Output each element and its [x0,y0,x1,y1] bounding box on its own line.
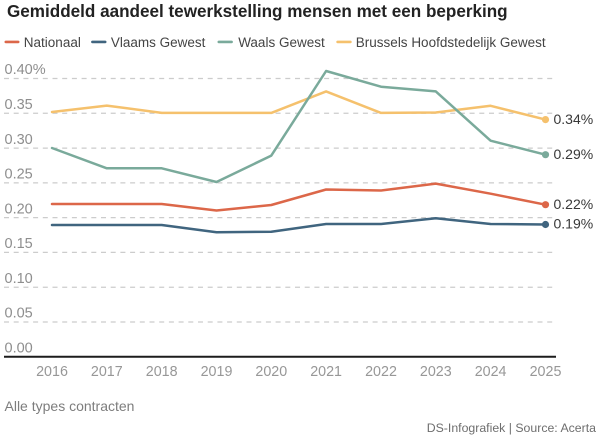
svg-text:0.19%: 0.19% [554,216,594,232]
svg-text:0.10: 0.10 [5,271,33,287]
svg-text:Brussels Hoofdstedelijk Gewest: Brussels Hoofdstedelijk Gewest [356,35,546,50]
svg-text:0.25: 0.25 [5,167,33,183]
svg-text:0.15: 0.15 [5,236,33,252]
svg-text:2017: 2017 [91,364,123,380]
svg-text:Waals Gewest: Waals Gewest [238,35,325,50]
svg-text:2021: 2021 [310,364,342,380]
svg-text:DS-Infografiek | Source: Acert: DS-Infografiek | Source: Acerta [427,421,596,435]
svg-text:2019: 2019 [201,364,233,380]
svg-text:Gemiddeld aandeel tewerkstelli: Gemiddeld aandeel tewerkstelling mensen … [7,2,508,21]
svg-text:0.00: 0.00 [5,340,33,356]
svg-text:0.29%: 0.29% [554,146,594,162]
svg-text:2020: 2020 [255,364,287,380]
svg-text:0.20: 0.20 [5,201,33,217]
svg-text:Alle types contracten: Alle types contracten [5,398,135,414]
svg-text:2023: 2023 [420,364,452,380]
svg-text:0.30: 0.30 [5,132,33,148]
svg-text:0.40%: 0.40% [5,62,46,78]
svg-text:Vlaams Gewest: Vlaams Gewest [111,35,206,50]
svg-text:0.35: 0.35 [5,97,33,113]
svg-text:2022: 2022 [365,364,397,380]
svg-text:2024: 2024 [475,364,507,380]
svg-text:0.34%: 0.34% [554,111,594,127]
svg-text:Nationaal: Nationaal [24,35,81,50]
svg-text:2018: 2018 [146,364,178,380]
svg-text:2016: 2016 [36,364,68,380]
svg-text:0.05: 0.05 [5,306,33,322]
svg-text:0.22%: 0.22% [554,196,594,212]
svg-text:2025: 2025 [530,364,562,380]
